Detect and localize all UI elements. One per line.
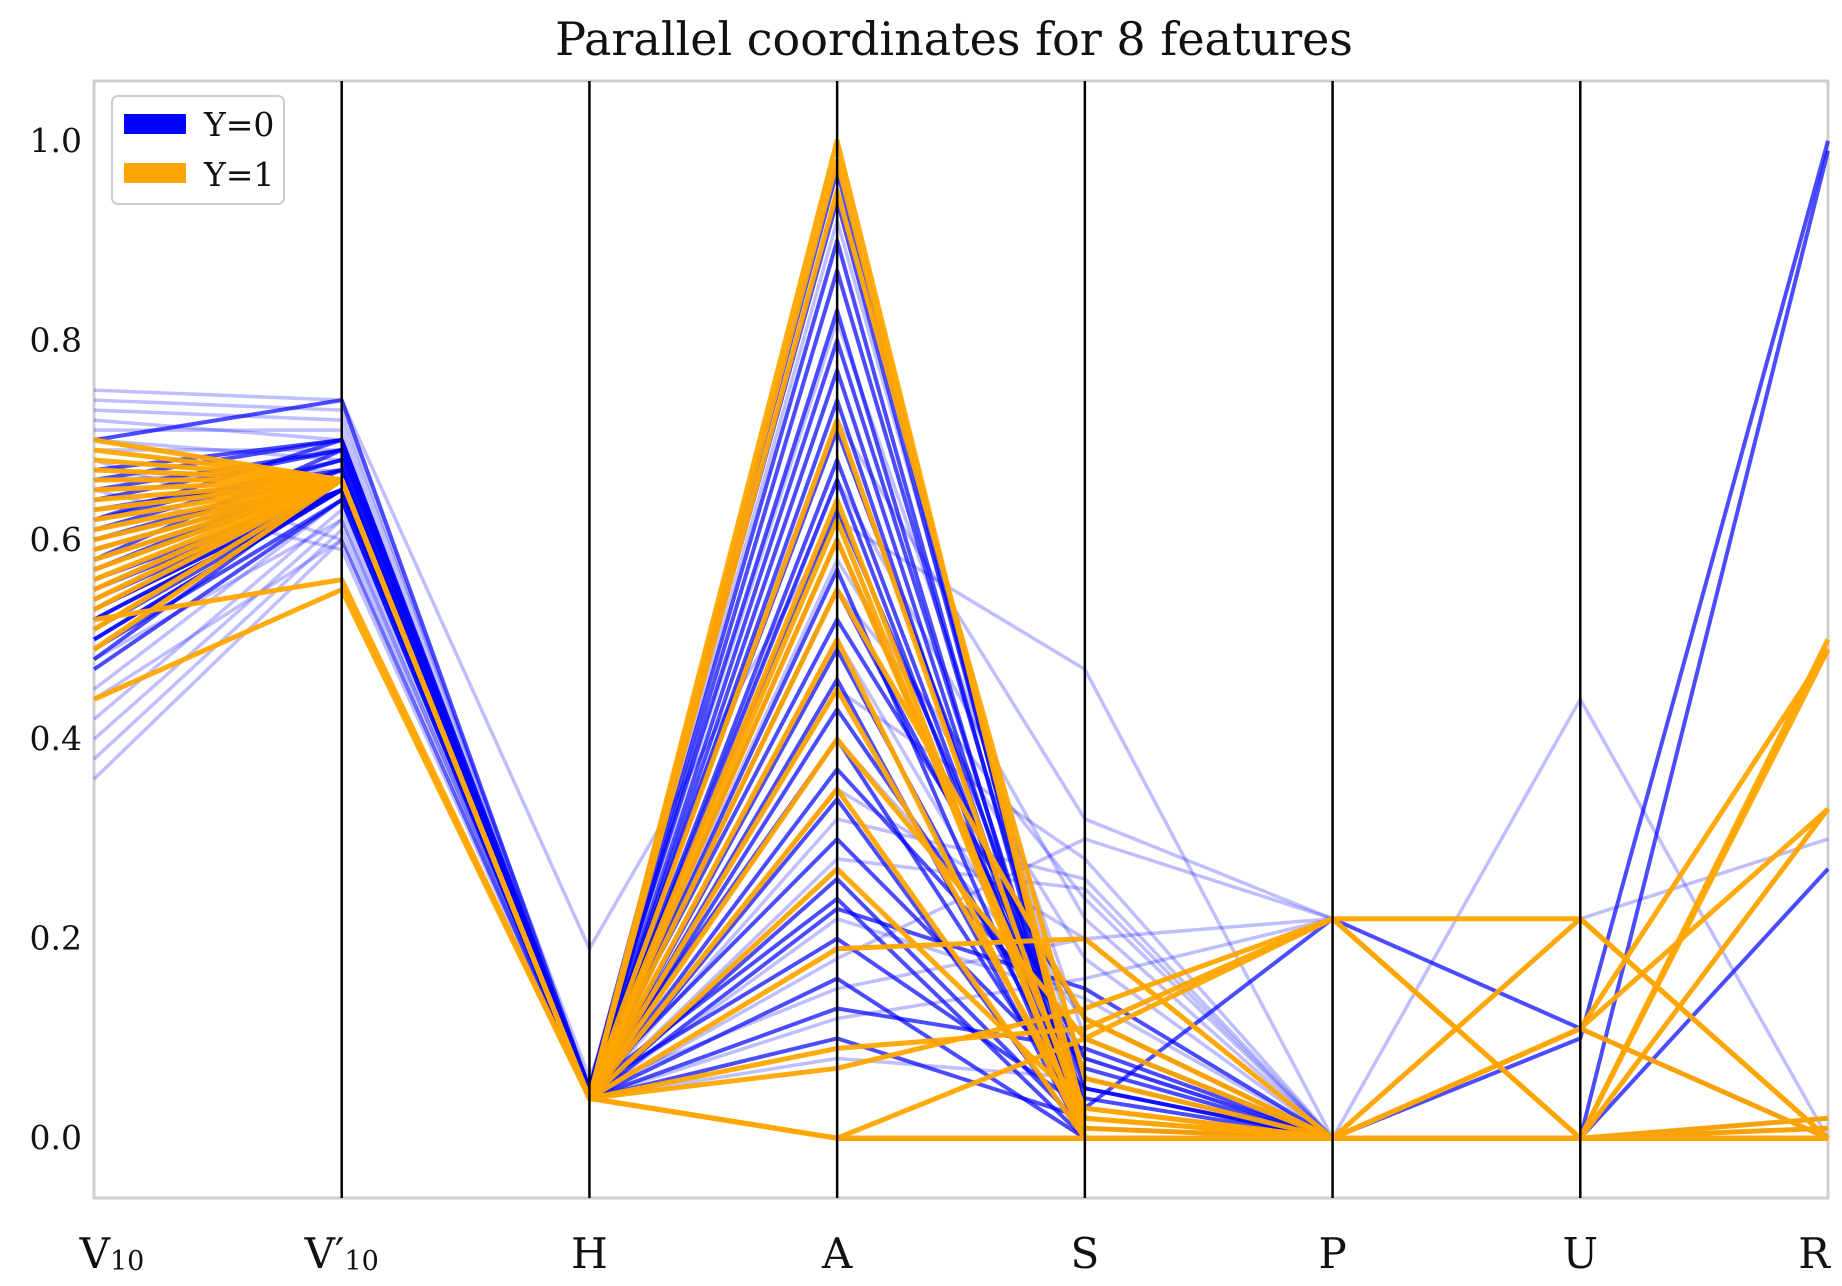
legend-label-y0: Y=0	[203, 105, 274, 144]
legend-label-y1: Y=1	[203, 155, 274, 194]
x-tick-label: H	[571, 1229, 608, 1278]
x-tick-label: V10	[79, 1229, 145, 1278]
legend-swatch-y1	[124, 163, 186, 183]
x-tick-label: U	[1563, 1229, 1598, 1278]
x-tick-labels: V10 V′10 H A S P U R	[79, 1229, 1832, 1278]
y-tick-labels: 0.0 0.2 0.4 0.6 0.8 1.0	[30, 121, 82, 1157]
y-tick-label: 0.8	[30, 320, 82, 359]
chart-title: Parallel coordinates for 8 features	[555, 12, 1353, 66]
y-tick-label: 0.4	[30, 719, 82, 758]
x-tick-label: R	[1798, 1229, 1831, 1278]
y-tick-label: 1.0	[30, 121, 82, 160]
y1-line-21	[92, 477, 1829, 1141]
y-tick-label: 0.2	[30, 919, 82, 958]
x-tick-label: A	[821, 1229, 853, 1278]
x-tick-label: V′10	[304, 1229, 379, 1278]
legend: Y=0 Y=1	[111, 95, 285, 205]
vertical-axes	[340, 81, 1582, 1198]
x-tick-label: S	[1070, 1229, 1099, 1278]
legend-swatch-y0	[124, 114, 186, 134]
x-tick-label: P	[1318, 1229, 1346, 1278]
series-y1-lines	[92, 138, 1831, 1141]
y-tick-label: 0.6	[30, 520, 82, 559]
y-tick-label: 0.0	[30, 1118, 82, 1157]
